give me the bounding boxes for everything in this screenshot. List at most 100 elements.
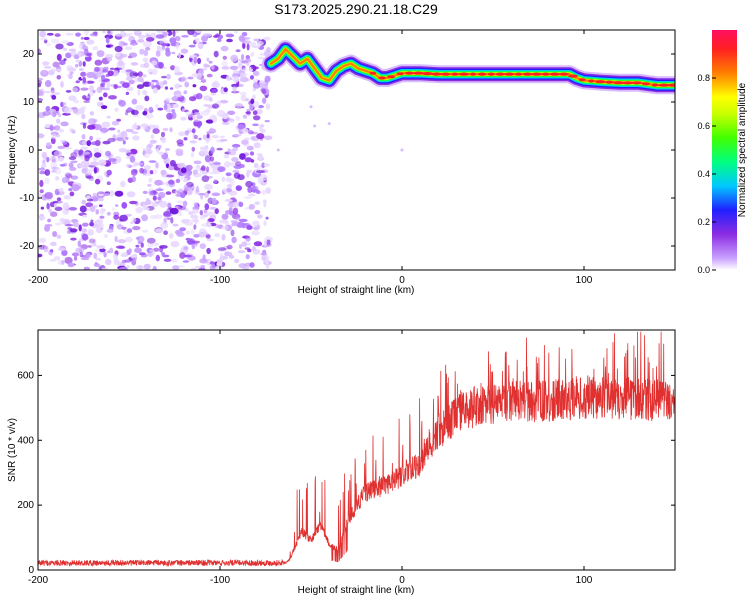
- noise-speckle: [238, 61, 243, 69]
- noise-speckle: [213, 179, 218, 184]
- noise-speckle: [166, 174, 175, 178]
- noise-speckle: [194, 37, 200, 43]
- snr-x-tick-label: -200: [28, 575, 48, 586]
- noise-speckle: [38, 89, 44, 96]
- noise-speckle: [263, 163, 270, 167]
- noise-speckle: [46, 142, 52, 147]
- noise-speckle: [111, 207, 115, 211]
- noise-speckle: [195, 185, 200, 193]
- noise-speckle: [238, 244, 243, 249]
- noise-speckle: [210, 92, 216, 96]
- noise-speckle: [179, 227, 186, 232]
- noise-speckle: [230, 54, 239, 62]
- noise-speckle: [197, 122, 201, 129]
- noise-speckle: [139, 48, 145, 55]
- noise-speckle: [151, 60, 158, 66]
- noise-speckle: [101, 267, 110, 270]
- noise-speckle: [203, 208, 208, 214]
- spectrogram-x-tick-label: -200: [28, 275, 48, 286]
- noise-speckle: [252, 101, 260, 108]
- noise-speckle: [216, 38, 222, 43]
- noise-speckle: [175, 42, 180, 49]
- noise-speckle: [252, 94, 256, 101]
- noise-speckle: [65, 32, 74, 36]
- noise-speckle: [151, 68, 158, 75]
- noise-speckle: [137, 38, 145, 43]
- noise-speckle: [250, 52, 255, 57]
- noise-speckle: [53, 203, 58, 208]
- noise-speckle: [250, 98, 255, 105]
- noise-speckle: [54, 206, 63, 211]
- noise-speckle: [147, 252, 153, 257]
- noise-speckle: [252, 115, 261, 121]
- noise-speckle: [205, 138, 210, 144]
- ridge-peak: [541, 72, 550, 76]
- colorbar-tick-label: 0.4: [697, 169, 710, 179]
- noise-speckle: [197, 57, 202, 65]
- noise-speckle: [171, 111, 177, 119]
- noise-speckle: [154, 104, 160, 109]
- snr-frame: [37, 329, 676, 571]
- noise-speckle: [98, 252, 105, 255]
- noise-speckle: [122, 82, 130, 88]
- noise-speckle: [232, 207, 239, 215]
- noise-speckle: [232, 169, 240, 173]
- noise-speckle: [258, 174, 268, 182]
- noise-speckle: [211, 88, 218, 93]
- noise-speckle: [59, 217, 66, 224]
- noise-speckle: [142, 148, 147, 152]
- noise-speckle: [151, 79, 158, 83]
- noise-speckle: [163, 103, 168, 111]
- noise-speckle: [252, 82, 261, 89]
- noise-speckle: [204, 108, 211, 113]
- noise-speckle: [202, 134, 207, 140]
- noise-speckle: [78, 60, 83, 67]
- noise-speckle: [60, 81, 64, 88]
- noise-speckle: [89, 111, 94, 116]
- ridge-peak: [487, 72, 495, 76]
- ridge-peak: [605, 80, 614, 84]
- figure-title: S173.2025.290.21.18.C29: [274, 1, 438, 17]
- noise-speckle: [114, 107, 119, 112]
- noise-speckle: [172, 103, 179, 108]
- noise-speckle: [221, 176, 226, 182]
- noise-speckle: [141, 229, 149, 233]
- noise-speckle: [200, 264, 206, 269]
- noise-speckle: [82, 140, 88, 146]
- noise-speckle: [176, 231, 185, 237]
- noise-speckle: [226, 188, 232, 193]
- noise-speckle: [64, 106, 72, 114]
- noise-speckle: [202, 33, 212, 37]
- ridge-peak: [595, 80, 606, 84]
- noise-speckle: [135, 244, 140, 248]
- noise-speckle: [231, 143, 241, 148]
- noise-speckle: [145, 113, 154, 119]
- noise-speckle: [109, 190, 115, 197]
- noise-speckle: [152, 87, 158, 94]
- noise-speckle: [245, 62, 250, 66]
- noise-speckle: [163, 230, 169, 235]
- noise-speckle: [237, 174, 245, 181]
- noise-speckle: [200, 147, 207, 155]
- snr-y-tick-label: 400: [17, 435, 34, 446]
- noise-speckle: [99, 215, 105, 219]
- noise-speckle: [144, 95, 150, 102]
- noise-speckle: [51, 95, 57, 100]
- noise-speckle: [64, 256, 73, 265]
- noise-speckle: [206, 104, 214, 110]
- noise-speckle: [143, 172, 152, 177]
- noise-speckle: [50, 211, 58, 217]
- noise-speckle: [155, 162, 159, 169]
- noise-speckle: [78, 164, 85, 168]
- noise-speckle: [166, 217, 172, 220]
- noise-speckle: [95, 137, 102, 141]
- noise-speckle: [46, 156, 50, 163]
- noise-speckle: [254, 210, 261, 215]
- noise-speckle: [56, 68, 62, 72]
- noise-speckle: [115, 52, 121, 57]
- noise-speckle: [69, 191, 75, 197]
- noise-speckle: [148, 160, 157, 163]
- noise-speckle: [161, 75, 168, 79]
- noise-speckle: [38, 133, 45, 139]
- noise-speckle: [57, 156, 65, 162]
